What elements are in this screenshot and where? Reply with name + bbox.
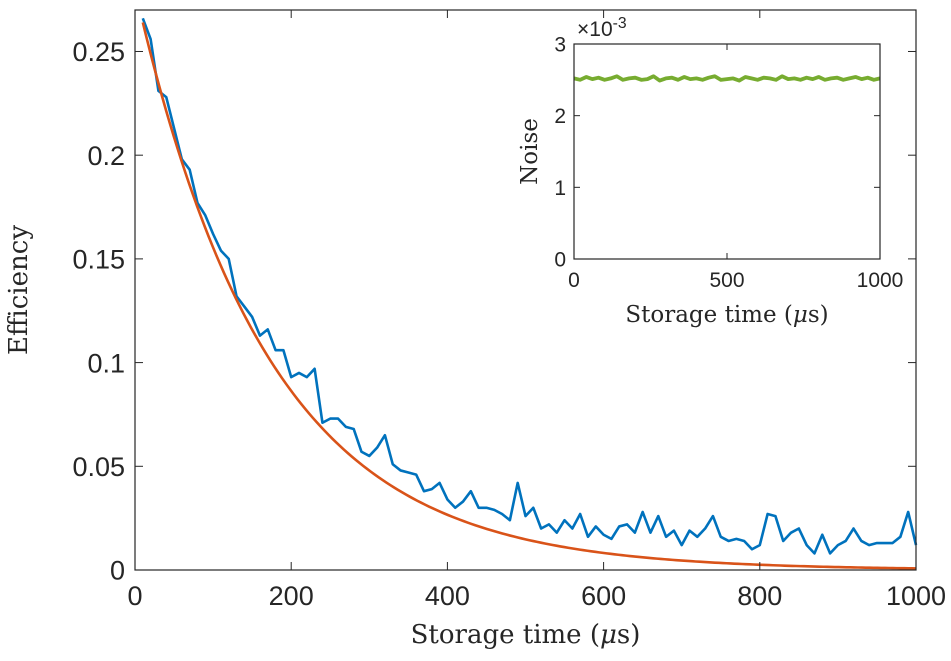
y-tick-label: 0.2: [87, 141, 125, 171]
x-axis-label: Storage time (μs): [411, 620, 641, 650]
axes-box: [134, 9, 917, 571]
y-tick-label: 0: [110, 556, 125, 586]
x-tick-label: 600: [581, 581, 626, 611]
data-line: [141, 17, 918, 555]
y-tick-label: 0: [554, 249, 566, 272]
x-tick-label: 800: [737, 581, 782, 611]
y-tick-label: 1: [554, 177, 566, 200]
x-tick-label: 1000: [886, 581, 946, 611]
y-tick-label: 0.1: [87, 348, 125, 378]
y-tick-label: 0.25: [72, 37, 125, 67]
y-axis-label: Efficiency: [4, 225, 34, 355]
x-tick-label: 500: [709, 269, 744, 292]
exponent-label: ×10-3: [577, 15, 627, 41]
y-tick-label: 3: [554, 34, 566, 57]
fit-curve: [141, 22, 917, 570]
x-tick-label: 200: [269, 581, 314, 611]
x-tick-label: 400: [425, 581, 470, 611]
exponent-power: -3: [613, 15, 627, 32]
noise-inset-plot: 0 500 1000 0 1 2 3 Storage time (μs) Noise ×10-3: [517, 15, 903, 328]
exponent-base: ×10: [577, 18, 613, 41]
data-line: [573, 74, 881, 83]
x-axis-label: Storage time (μs): [625, 302, 828, 328]
y-axis-label: Noise: [517, 118, 543, 185]
x-tick-label: 0: [568, 269, 580, 292]
x-tick-label: 0: [127, 581, 142, 611]
y-tick-label: 0.05: [72, 452, 125, 482]
y-tick-label: 2: [554, 105, 566, 128]
y-tick-label: 0.15: [72, 245, 125, 275]
x-tick-label: 1000: [857, 269, 904, 292]
